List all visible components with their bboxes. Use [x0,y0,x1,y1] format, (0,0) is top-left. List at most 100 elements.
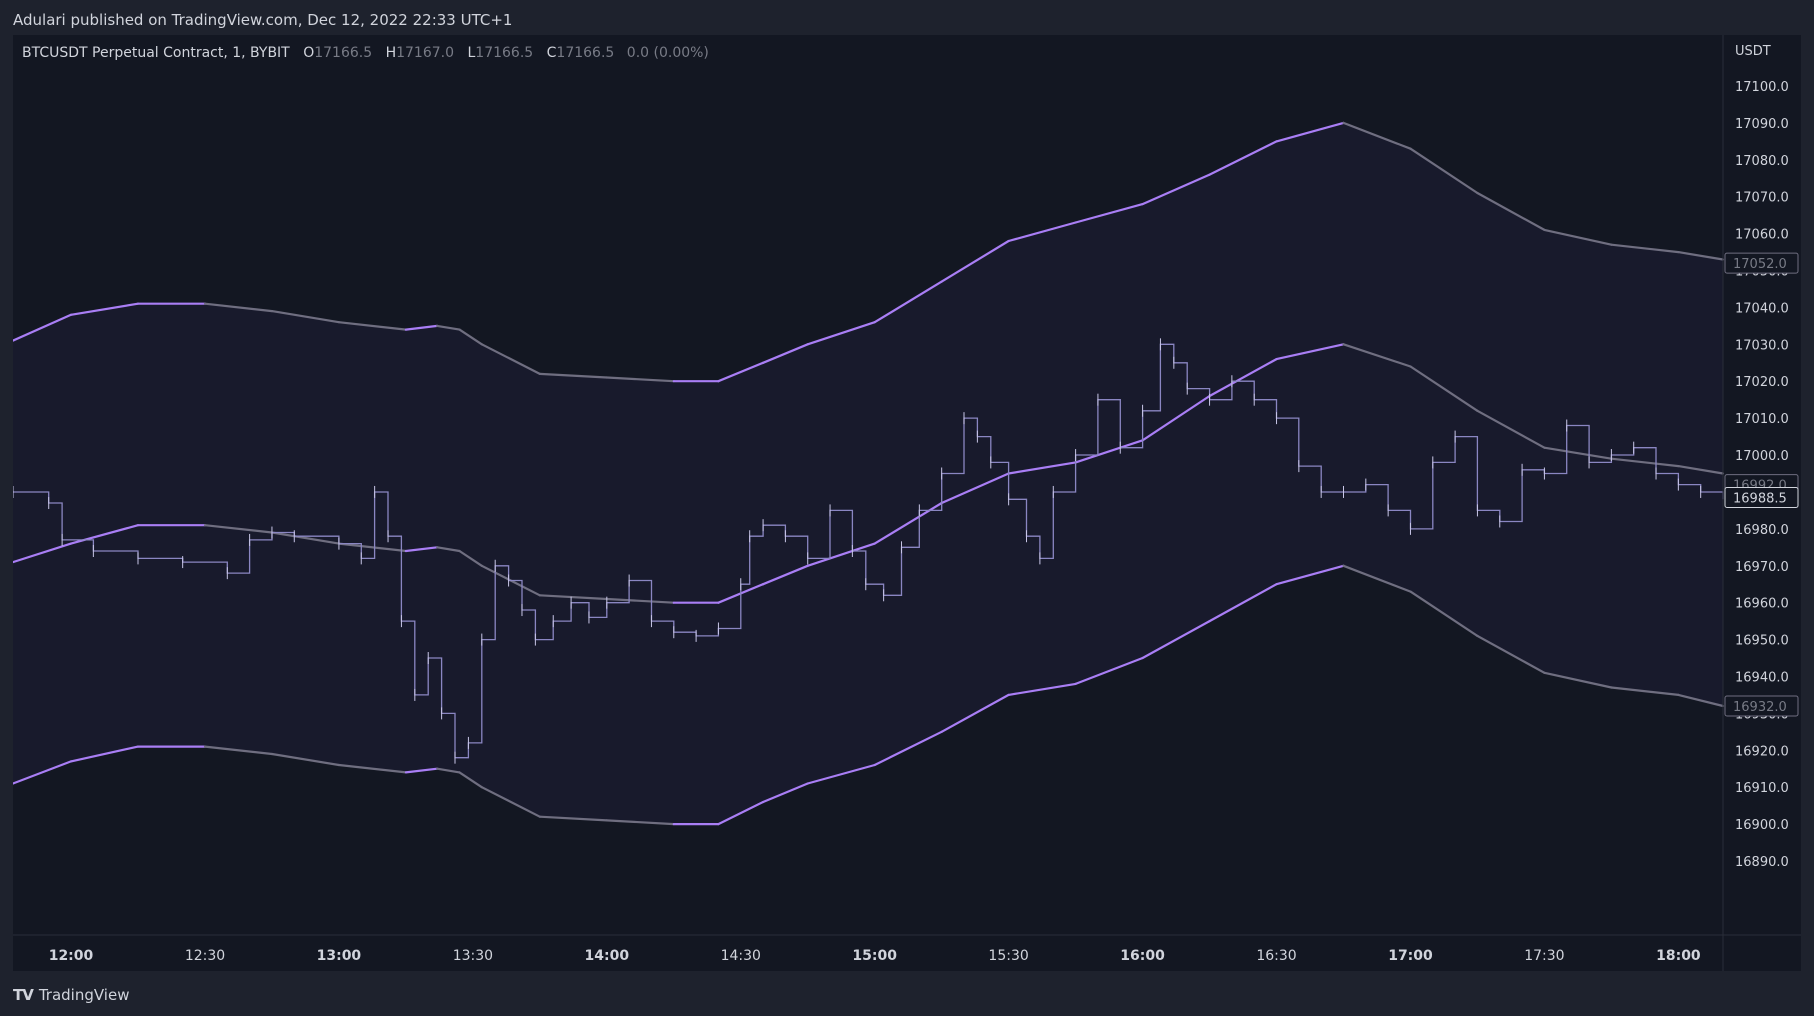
price-tag-box [1724,487,1799,508]
lower-band-segment [1007,682,1077,697]
upper-band-segment [761,343,809,364]
upper-band-segment [1677,251,1725,261]
middle-band-segment [1074,439,1144,464]
middle-band-segment [940,472,1010,505]
middle-band-segment [761,564,809,586]
y-axis-unit: USDT [1735,44,1771,59]
footer: TV TradingView [13,986,129,1004]
y-tick-label: 17000.0 [1735,449,1789,464]
lower-band-segment [1543,671,1613,689]
upper-band-segment [538,372,608,379]
y-tick-label: 16950.0 [1735,634,1789,649]
low-label: L [467,45,476,61]
lower-band-segment [538,815,608,822]
symbol-legend: BTCUSDT Perpetual Contract, 1, BYBIT O 17… [22,45,709,61]
lower-band-segment [806,763,876,785]
lower-band-segment [69,745,140,763]
low-value: 17166.5 [475,45,534,61]
lower-band-segment [717,800,765,826]
middle-band-segment [1007,461,1077,475]
x-tick-label: 15:00 [852,948,897,964]
x-tick-label: 12:30 [185,948,225,964]
price-tag-value: 16932.0 [1733,700,1787,715]
y-tick-label: 16980.0 [1735,523,1789,538]
lower-band-segment [203,745,274,756]
middle-band-segment [605,597,675,604]
upper-band-segment [69,302,140,316]
x-tick-label: 16:00 [1120,948,1165,964]
close-label: C [546,45,557,61]
upper-band-segment [203,302,274,313]
lower-band-segment [337,763,407,774]
brand-name[interactable]: TradingView [38,986,130,1004]
upper-band-segment [1610,243,1680,254]
tradingview-logo-icon[interactable]: TV [13,986,34,1004]
x-tick-label: 13:30 [453,948,493,964]
upper-band-segment [458,328,483,346]
upper-band-segment [1007,221,1077,243]
lower-band-segment [761,782,809,804]
y-tick-label: 17030.0 [1735,338,1789,353]
middle-band-segment [1543,446,1613,460]
y-tick-label: 16890.0 [1735,855,1789,870]
lower-band-segment [873,730,943,767]
upper-band-segment [337,321,407,331]
y-tick-label: 17090.0 [1735,117,1789,132]
lower-band-segment [1275,564,1345,586]
lower-band-segment [1208,583,1278,623]
lower-band-segment [436,767,461,774]
y-tick-label: 17080.0 [1735,154,1789,169]
y-tick-label: 17070.0 [1735,191,1789,206]
axes: USDT 17100.0 17090.0 17080.0 17070.0 17060.0 1… [13,35,1801,971]
chart-frame[interactable]: USDT 17100.0 17090.0 17080.0 17070.0 17060.0 1… [13,35,1801,971]
middle-band-segment [436,546,461,553]
middle-band-segment [1610,457,1680,468]
band-shading [13,122,1723,825]
lower-band-segment [1342,564,1412,593]
x-tick-label: 17:00 [1388,948,1433,964]
lower-band-segment [1141,619,1211,660]
upper-band-segment [940,239,1010,283]
lower-band-segment [480,786,541,818]
middle-band-segment [1342,343,1412,368]
y-tick-label: 17020.0 [1735,375,1789,390]
x-tick-label: 13:00 [317,948,362,964]
lower-band-segment [1677,693,1725,708]
middle-band-segment [270,531,340,545]
x-tick-label: 15:30 [988,948,1028,964]
lower-band-segment [1409,590,1479,638]
upper-band-segment [873,280,943,324]
price-chart[interactable]: USDT 17100.0 17090.0 17080.0 17070.0 17060.0 1… [13,35,1801,971]
middle-band-segment [1208,358,1278,398]
y-tick-label: 17100.0 [1735,80,1789,95]
lower-band-segment [458,771,483,789]
publisher-caption: Adulari published on TradingView.com, De… [13,11,513,29]
y-tick-label: 16920.0 [1735,744,1789,759]
upper-band-segment [1409,147,1479,195]
price-tag-value: 17052.0 [1733,257,1787,272]
high-value: 17167.0 [396,45,455,61]
y-tick-label: 17060.0 [1735,228,1789,243]
y-tick-label: 17040.0 [1735,301,1789,316]
open-label: O [303,45,315,61]
price-tag-box [1724,695,1799,717]
middle-band-segment [13,542,73,564]
middle-band-segment [458,549,483,567]
lower-band-segment [940,693,1010,733]
middle-band-segment [1141,394,1211,442]
middle-band-segment [538,594,608,601]
upper-band-segment [404,324,439,331]
price-line [13,343,1724,759]
upper-band-segment [270,310,340,324]
lower-band-segment [1074,656,1144,686]
x-tick-label: 14:30 [721,948,761,964]
high-label: H [385,45,397,61]
x-tick-label: 14:00 [585,948,630,964]
y-tick-label: 16960.0 [1735,597,1789,612]
upper-band-segment [1208,140,1278,176]
price-tag-value: 16988.5 [1733,492,1787,507]
symbol-name[interactable]: BTCUSDT Perpetual Contract, 1, BYBIT [22,45,290,61]
close-value: 17166.5 [556,45,615,61]
price-series [13,338,1724,764]
middle-band-segment [1409,365,1479,412]
